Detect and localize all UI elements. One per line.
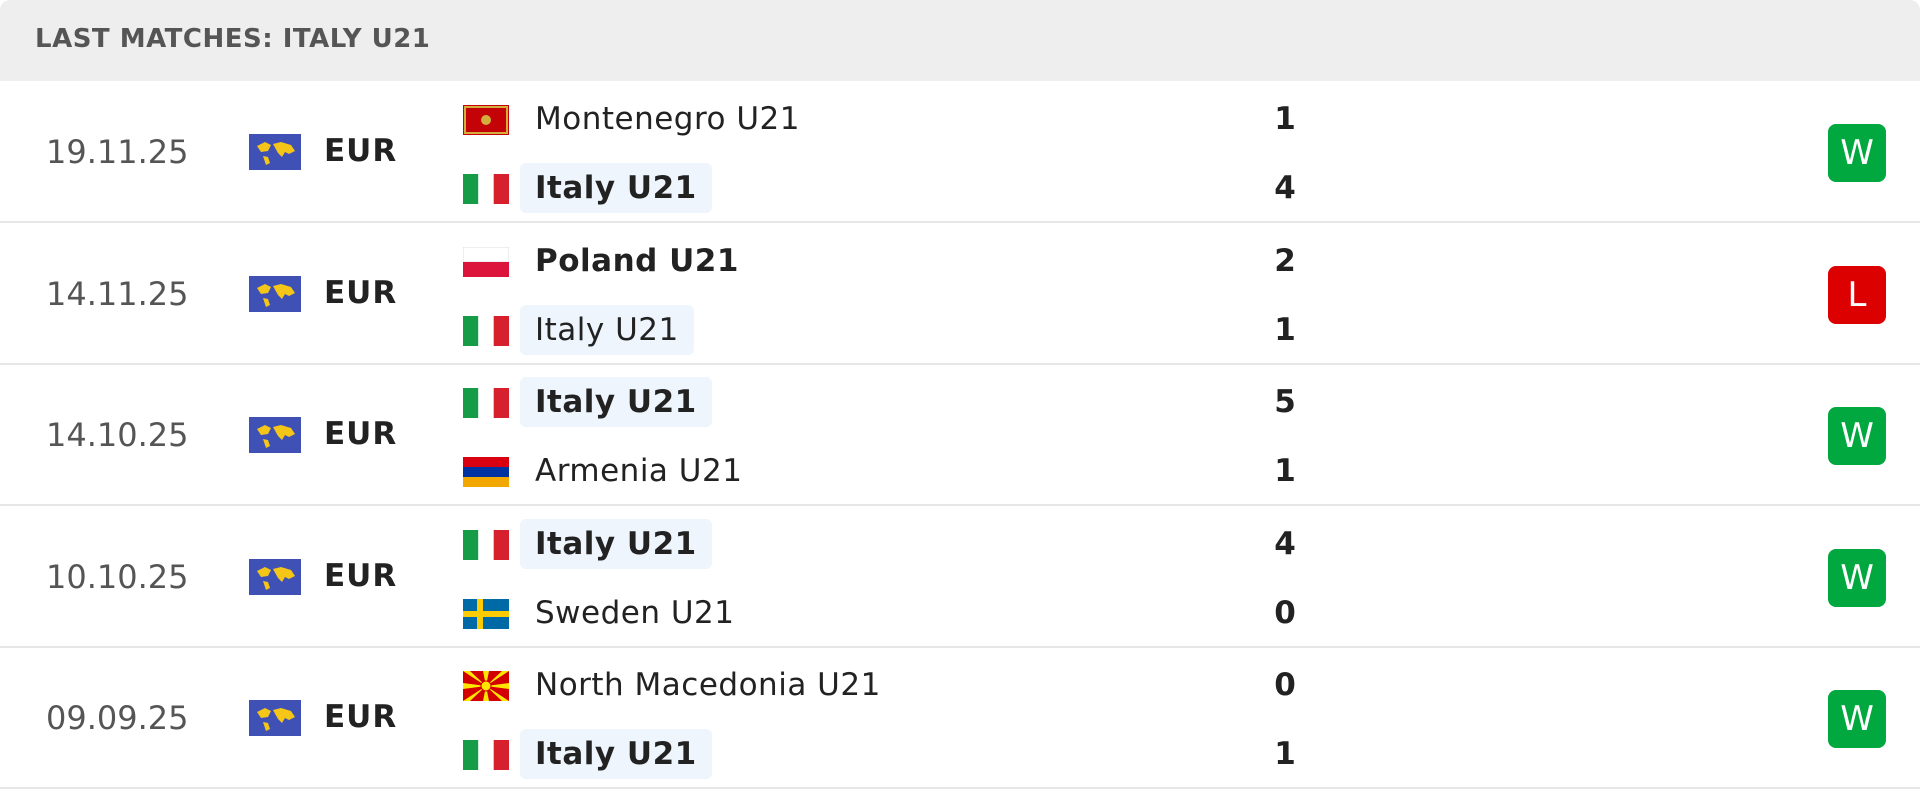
away-team[interactable]: Sweden U21 — [535, 594, 735, 631]
flag — [463, 315, 509, 346]
home-team[interactable]: North Macedonia U21 — [535, 667, 881, 703]
flag — [463, 457, 509, 487]
competition-icon — [249, 134, 301, 170]
competition: EUR — [324, 133, 398, 169]
away-team[interactable]: Italy U21 — [520, 304, 694, 355]
match-row[interactable]: 09.09.25 EUR North Macedonia U21 Italy U… — [0, 647, 1920, 789]
home-score: 0 — [1274, 667, 1296, 703]
away-score: 0 — [1274, 594, 1296, 631]
header-title: LAST MATCHES: ITALY U21 — [35, 24, 431, 54]
away-team[interactable]: Italy U21 — [520, 729, 712, 779]
date: 19.11.25 — [46, 133, 189, 171]
competition-icon — [249, 558, 301, 595]
away-team[interactable]: Armenia U21 — [535, 453, 743, 489]
flag — [463, 174, 509, 204]
flag — [463, 105, 509, 135]
competition-icon — [249, 417, 301, 453]
result-badge: L — [1828, 265, 1886, 324]
away-score: 4 — [1274, 170, 1296, 206]
home-team[interactable]: Montenegro U21 — [535, 101, 801, 137]
competition-icon — [249, 275, 301, 312]
home-score: 2 — [1274, 242, 1296, 279]
flag — [463, 598, 509, 629]
flag — [463, 388, 509, 418]
date: 14.10.25 — [46, 416, 189, 454]
header: LAST MATCHES: ITALY U21 — [0, 0, 1920, 81]
result-badge: W — [1828, 690, 1886, 748]
competition-icon — [249, 700, 301, 736]
home-score: 4 — [1274, 525, 1296, 562]
match-row[interactable]: 19.11.25 EUR Montenegro U21 Italy U21 1 … — [0, 81, 1920, 223]
home-score: 1 — [1274, 101, 1296, 137]
home-team[interactable]: Poland U21 — [535, 242, 739, 279]
competition: EUR — [324, 416, 398, 452]
flag — [463, 246, 509, 277]
home-score: 5 — [1274, 384, 1296, 420]
competition: EUR — [324, 557, 398, 594]
flag — [463, 740, 509, 770]
result-badge: W — [1828, 407, 1886, 465]
result-badge: W — [1828, 124, 1886, 182]
away-score: 1 — [1274, 453, 1296, 489]
date: 14.11.25 — [46, 274, 189, 313]
away-team[interactable]: Italy U21 — [520, 163, 712, 213]
away-score: 1 — [1274, 311, 1296, 348]
result-badge: W — [1828, 548, 1886, 607]
competition: EUR — [324, 699, 398, 735]
match-row[interactable]: 14.11.25 EUR Poland U21 Italy U21 2 1 L — [0, 223, 1920, 365]
match-row[interactable]: 14.10.25 EUR Italy U21 Armenia U21 5 1 W — [0, 364, 1920, 506]
home-team[interactable]: Italy U21 — [520, 518, 712, 569]
flag — [463, 529, 509, 560]
away-score: 1 — [1274, 736, 1296, 772]
date: 09.09.25 — [46, 699, 189, 737]
competition: EUR — [324, 274, 398, 311]
home-team[interactable]: Italy U21 — [520, 377, 712, 427]
date: 10.10.25 — [46, 557, 189, 596]
flag — [463, 671, 509, 701]
match-row[interactable]: 10.10.25 EUR Italy U21 Sweden U21 4 0 W — [0, 506, 1920, 648]
